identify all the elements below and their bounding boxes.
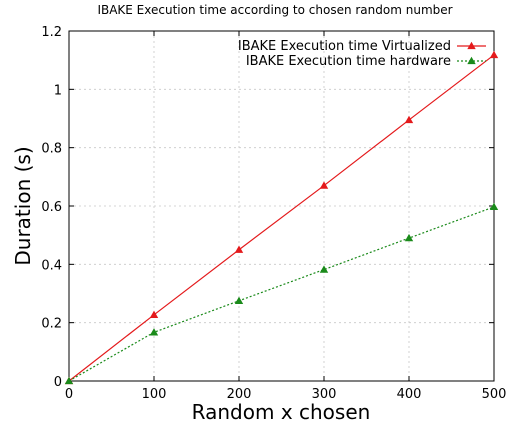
legend-marker-2 [467,56,476,65]
y-tick-label: 1 [54,83,62,98]
data-point-series-1 [149,310,159,318]
data-point-series-2 [234,296,244,304]
x-tick-label: 200 [227,387,252,402]
chart-title: IBAKE Execution time according to chosen… [97,3,452,17]
x-tick-label: 400 [397,387,422,402]
data-point-series-2 [149,328,159,336]
y-tick-label: 0.2 [41,317,62,332]
data-point-series-2 [489,202,499,211]
data-point-series-2 [319,265,329,273]
data-point-series-1 [404,115,414,124]
data-point-series-1 [489,50,499,59]
grid [69,31,494,381]
x-tick-label: 100 [142,387,167,402]
data-point-series-2 [64,376,74,385]
legend-label-2: IBAKE Execution time hardware [246,54,451,69]
series-line-2 [68,206,495,382]
data-point-series-1 [234,245,244,253]
x-tick-label: 500 [482,387,507,402]
axis-ticks: 0 100 200 300 400 500 0 0.2 0.4 0.6 0.8 1 1.2 [41,25,506,402]
y-tick-label: 0.8 [41,142,62,157]
series-line-1 [68,54,495,382]
legend-label-1: IBAKE Execution time Virtualized [238,39,451,54]
y-tick-label: 1.2 [41,25,62,40]
y-axis-label: Duration (s) [11,146,35,265]
y-tick-label: 0 [54,375,62,390]
y-tick-label: 0.6 [41,200,62,215]
y-tick-label: 0.4 [41,258,62,273]
x-tick-label: 300 [312,387,337,402]
series-layer [64,50,499,385]
data-point-series-2 [404,233,414,242]
legend-marker-1 [467,41,476,50]
data-point-series-1 [319,181,329,189]
x-axis-label: Random x chosen [192,400,371,424]
x-tick-label: 0 [65,387,73,402]
